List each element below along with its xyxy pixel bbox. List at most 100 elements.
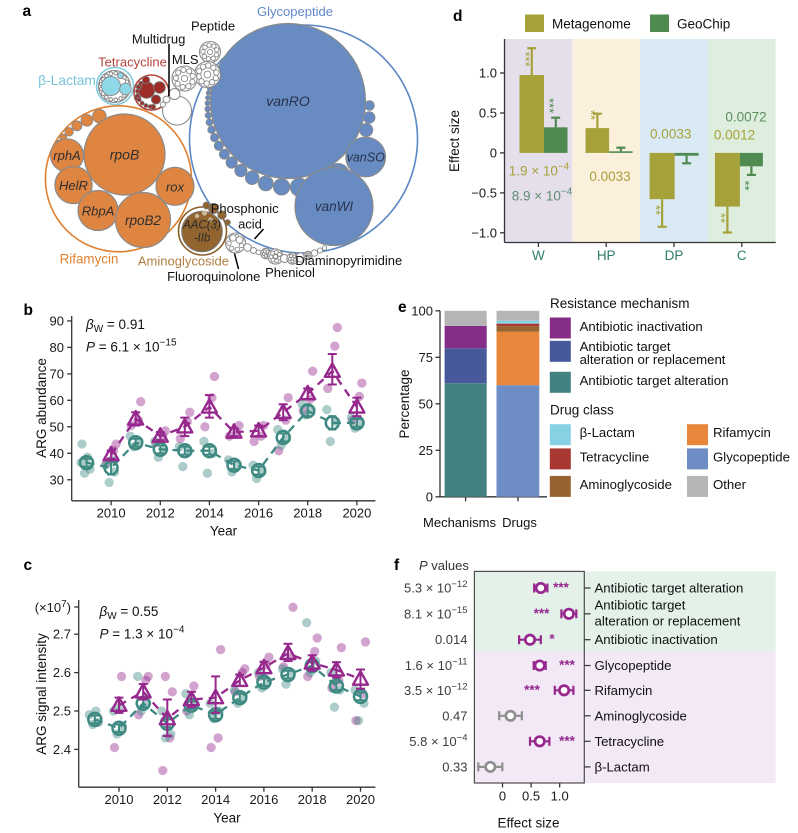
svg-text:Mechanisms: Mechanisms: [423, 515, 496, 530]
svg-text:Antibiotic inactivation: Antibiotic inactivation: [595, 632, 718, 647]
svg-text:Tetracycline: Tetracycline: [98, 55, 167, 70]
svg-text:alteration or replacement: alteration or replacement: [595, 614, 741, 629]
svg-text:2.6: 2.6: [53, 665, 71, 680]
svg-text:f: f: [394, 557, 400, 574]
svg-text:vanWI: vanWI: [315, 199, 354, 214]
svg-text:d: d: [453, 8, 462, 25]
svg-text:2.7: 2.7: [53, 627, 71, 642]
svg-text:Year: Year: [210, 524, 238, 539]
svg-text:*: *: [549, 632, 555, 647]
svg-text:1.9 × 10−4: 1.9 × 10−4: [509, 162, 570, 179]
svg-text:rphA: rphA: [53, 148, 80, 163]
svg-text:βW = 0.55: βW = 0.55: [99, 604, 159, 622]
svg-text:90: 90: [50, 313, 64, 328]
svg-text:Aminoglycoside: Aminoglycoside: [595, 708, 687, 723]
svg-text:50: 50: [419, 396, 433, 411]
svg-text:Glycopeptide: Glycopeptide: [595, 658, 672, 673]
svg-text:**: **: [714, 213, 729, 223]
svg-text:MLS: MLS: [172, 52, 199, 67]
svg-text:2012: 2012: [153, 792, 182, 807]
svg-text:***: ***: [524, 682, 541, 697]
svg-text:5.3 × 10−12: 5.3 × 10−12: [404, 579, 467, 596]
svg-text:β-Lactam: β-Lactam: [595, 759, 650, 774]
svg-text:2020: 2020: [342, 506, 371, 521]
svg-text:2010: 2010: [97, 506, 126, 521]
svg-text:**: **: [738, 181, 753, 191]
svg-text:acid: acid: [238, 217, 262, 232]
svg-text:8.1 × 10−15: 8.1 × 10−15: [404, 605, 467, 622]
svg-text:***: ***: [559, 733, 576, 748]
svg-text:**: **: [648, 205, 663, 215]
svg-text:−0.5: −0.5: [471, 185, 497, 200]
svg-text:80: 80: [50, 340, 64, 355]
svg-text:Antibiotic inactivation: Antibiotic inactivation: [580, 319, 703, 334]
svg-text:2014: 2014: [195, 506, 224, 521]
svg-text:Aminoglycoside: Aminoglycoside: [580, 477, 672, 492]
svg-text:0.5: 0.5: [479, 106, 497, 121]
svg-text:P = 6.1 × 10−15: P = 6.1 × 10−15: [86, 338, 177, 355]
svg-text:Rifamycin: Rifamycin: [60, 252, 119, 267]
svg-text:0.5: 0.5: [522, 789, 540, 804]
svg-text:Glycopeptide: Glycopeptide: [713, 449, 790, 464]
svg-text:3.5 × 10−12: 3.5 × 10−12: [404, 681, 467, 698]
svg-text:RbpA: RbpA: [82, 204, 115, 219]
svg-text:β-Lactam: β-Lactam: [580, 425, 635, 440]
svg-text:Percentage: Percentage: [397, 369, 412, 438]
svg-text:25: 25: [419, 443, 433, 458]
svg-text:50: 50: [50, 419, 64, 434]
svg-text:Peptide: Peptide: [191, 19, 235, 34]
svg-text:Tetracycline: Tetracycline: [595, 734, 665, 749]
svg-text:alteration or replacement: alteration or replacement: [580, 352, 726, 367]
svg-text:2016: 2016: [244, 506, 273, 521]
svg-text:***: ***: [534, 606, 551, 621]
svg-text:ARG signal intensity: ARG signal intensity: [34, 633, 49, 755]
svg-text:rpoB: rpoB: [110, 147, 140, 163]
svg-text:***: ***: [553, 580, 570, 595]
svg-text:Year: Year: [213, 811, 241, 826]
svg-text:Diaminopyrimidine: Diaminopyrimidine: [295, 253, 402, 268]
svg-text:2018: 2018: [298, 792, 327, 807]
svg-text:e: e: [398, 299, 407, 316]
svg-text:1.6 × 10−11: 1.6 × 10−11: [405, 657, 468, 674]
svg-text:Antibiotic target alteration: Antibiotic target alteration: [580, 373, 729, 388]
svg-text:AAC(3): AAC(3): [182, 220, 221, 232]
svg-text:Rifamycin: Rifamycin: [595, 683, 653, 698]
svg-text:rpoB2: rpoB2: [125, 213, 162, 228]
svg-text:2018: 2018: [293, 506, 322, 521]
svg-text:Multidrug: Multidrug: [132, 32, 185, 47]
svg-text:1.0: 1.0: [551, 789, 569, 804]
svg-text:W: W: [532, 248, 545, 263]
svg-text:Fluoroquinolone: Fluoroquinolone: [167, 269, 260, 284]
svg-text:P = 1.3 × 10−4: P = 1.3 × 10−4: [100, 625, 185, 642]
svg-text:Glycopeptide: Glycopeptide: [257, 4, 333, 19]
svg-text:0.33: 0.33: [442, 759, 467, 774]
svg-text:GeoChip: GeoChip: [677, 17, 730, 32]
svg-text:Metagenome: Metagenome: [552, 17, 631, 32]
svg-text:β-Lactam: β-Lactam: [38, 73, 96, 88]
svg-text:Rifamycin: Rifamycin: [713, 425, 771, 440]
svg-text:Antibiotic target: Antibiotic target: [580, 339, 671, 354]
svg-text:Drugs: Drugs: [502, 515, 537, 530]
svg-text:Drug class: Drug class: [550, 403, 614, 418]
svg-text:Other: Other: [713, 477, 747, 492]
svg-text:2010: 2010: [105, 792, 134, 807]
svg-text:Phosphonic: Phosphonic: [211, 201, 279, 216]
svg-text:**: **: [584, 110, 599, 120]
svg-text:30: 30: [50, 472, 64, 487]
svg-text:0.0033: 0.0033: [650, 127, 691, 142]
svg-text:2016: 2016: [249, 792, 278, 807]
svg-text:0.0033: 0.0033: [589, 169, 630, 184]
svg-text:2.5: 2.5: [53, 704, 71, 719]
svg-text:2.4: 2.4: [53, 742, 71, 757]
svg-text:Resistance mechanism: Resistance mechanism: [550, 296, 690, 311]
svg-text:−1.0: −1.0: [471, 225, 497, 240]
svg-text:75: 75: [419, 350, 433, 365]
svg-text:b: b: [24, 302, 33, 319]
svg-text:ARG abundance: ARG abundance: [34, 358, 49, 458]
svg-text:HelR: HelR: [59, 178, 88, 193]
svg-text:HP: HP: [597, 248, 616, 263]
svg-text:Antibiotic target alteration: Antibiotic target alteration: [595, 581, 744, 596]
svg-text:0: 0: [426, 489, 433, 504]
svg-text:vanSO: vanSO: [347, 151, 385, 165]
svg-text:Effect size: Effect size: [447, 110, 462, 172]
